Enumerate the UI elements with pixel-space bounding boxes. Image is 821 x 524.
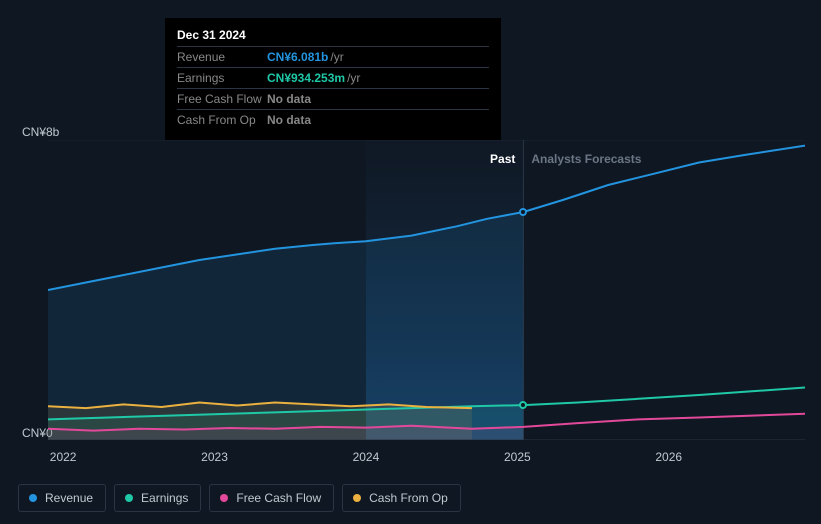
- tooltip-row-suffix: /yr: [330, 50, 343, 64]
- tooltip-row-value: No data: [267, 92, 311, 106]
- x-tick-label: 2025: [504, 450, 531, 464]
- tooltip-row-value: CN¥934.253m: [267, 71, 345, 85]
- tooltip-row-value: No data: [267, 113, 311, 127]
- x-tick-label: 2023: [201, 450, 228, 464]
- tooltip-row: EarningsCN¥934.253m/yr: [177, 67, 489, 88]
- legend-label: Earnings: [141, 491, 188, 505]
- tooltip-row-label: Free Cash Flow: [177, 92, 267, 106]
- chart-tooltip: Dec 31 2024 RevenueCN¥6.081b/yrEarningsC…: [165, 18, 501, 140]
- y-axis-max-label: CN¥8b: [22, 125, 59, 139]
- tooltip-row-suffix: /yr: [347, 71, 360, 85]
- tooltip-row-label: Earnings: [177, 71, 267, 85]
- tooltip-row: Free Cash FlowNo data: [177, 88, 489, 109]
- tooltip-row-value: CN¥6.081b: [267, 50, 328, 64]
- chart-area: Past Analysts Forecasts: [18, 140, 805, 440]
- forecast-region-label: Analysts Forecasts: [531, 152, 641, 166]
- legend-dot-icon: [220, 494, 228, 502]
- legend-dot-icon: [353, 494, 361, 502]
- x-tick-label: 2024: [353, 450, 380, 464]
- tooltip-date: Dec 31 2024: [177, 28, 489, 42]
- legend-label: Free Cash Flow: [236, 491, 321, 505]
- x-tick-label: 2022: [50, 450, 77, 464]
- legend-item-free-cash-flow[interactable]: Free Cash Flow: [209, 484, 334, 512]
- legend-label: Cash From Op: [369, 491, 448, 505]
- tooltip-row: Cash From OpNo data: [177, 109, 489, 130]
- tooltip-row-label: Cash From Op: [177, 113, 267, 127]
- x-tick-label: 2026: [655, 450, 682, 464]
- legend-dot-icon: [29, 494, 37, 502]
- tooltip-row-label: Revenue: [177, 50, 267, 64]
- past-region-label: Past: [490, 152, 515, 166]
- legend-dot-icon: [125, 494, 133, 502]
- legend-item-revenue[interactable]: Revenue: [18, 484, 106, 512]
- revenue-marker: [519, 208, 527, 216]
- legend-item-cash-from-op[interactable]: Cash From Op: [342, 484, 461, 512]
- legend-label: Revenue: [45, 491, 93, 505]
- x-axis: 2022 2023 2024 2025 2026: [48, 450, 805, 470]
- legend-item-earnings[interactable]: Earnings: [114, 484, 201, 512]
- chart-legend: Revenue Earnings Free Cash Flow Cash From O…: [18, 484, 461, 512]
- chart-plot[interactable]: Past Analysts Forecasts: [48, 140, 805, 440]
- tooltip-row: RevenueCN¥6.081b/yr: [177, 46, 489, 67]
- earnings-marker: [519, 401, 527, 409]
